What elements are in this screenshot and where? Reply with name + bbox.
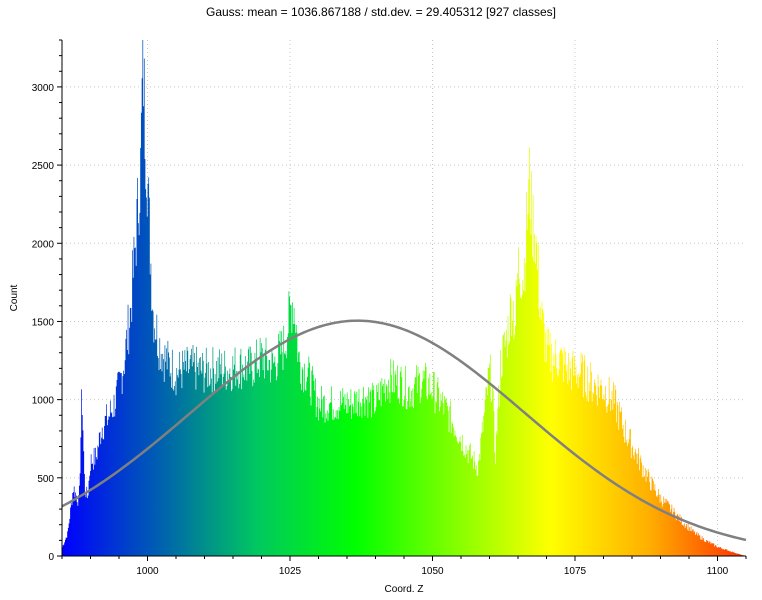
x-tick-label: 1025 (279, 566, 302, 577)
x-tick-label: 1075 (564, 566, 587, 577)
y-tick-label: 3000 (32, 83, 55, 94)
y-tick-label: 500 (37, 474, 54, 485)
x-tick-label: 1100 (707, 566, 729, 577)
y-tick-label: 2500 (32, 161, 55, 172)
y-tick-label: 1000 (32, 396, 55, 407)
axis-ticks: 1000 1025 1050 1075 1100 0 500 1000 1500 2000 2500… (32, 39, 747, 577)
y-tick-label: 2000 (32, 239, 55, 250)
x-tick-label: 1050 (421, 566, 444, 577)
y-tick-label: 0 (48, 552, 54, 563)
x-axis-label: Coord. Z (385, 584, 424, 595)
x-tick-label: 1000 (136, 566, 159, 577)
gauss-curve (61, 319, 747, 542)
histogram-bars (62, 40, 746, 556)
chart-title: Gauss: mean = 1036.867188 / std.dev. = 2… (206, 5, 556, 19)
y-tick-label: 1500 (32, 317, 55, 328)
y-axis-label: Count (9, 284, 20, 311)
